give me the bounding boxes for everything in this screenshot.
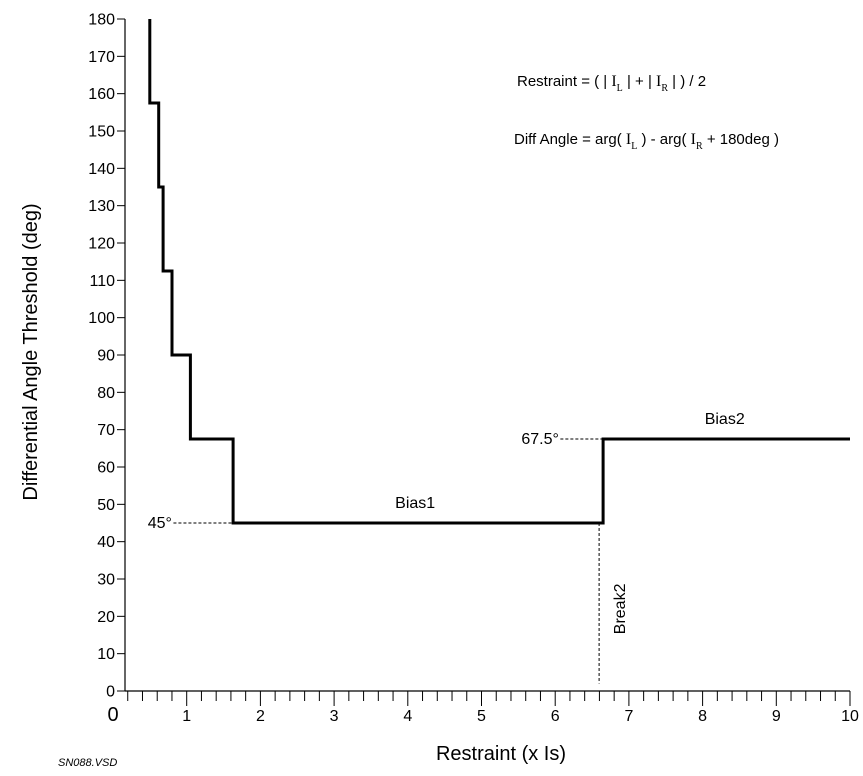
y-tick-label-18: 180 — [88, 12, 115, 29]
y-tick-label-1: 10 — [97, 646, 115, 663]
y-tick-label-8: 80 — [97, 385, 115, 402]
diff-angle-formula: Diff Angle = arg( IL ) - arg( IR + 180de… — [514, 131, 779, 152]
current-symbol-r-2: I — [691, 131, 696, 148]
current-symbol-l: I — [611, 73, 616, 90]
y-tick-label-4: 40 — [97, 534, 115, 551]
y-tick-label-3: 30 — [97, 572, 115, 589]
x-tick-label-9: 9 — [772, 708, 781, 725]
threshold-curve — [148, 19, 850, 525]
restraint-formula-suffix: | ) / 2 — [668, 73, 706, 90]
subscript-r: R — [661, 83, 668, 94]
label-45-degrees: 45° — [148, 515, 172, 532]
x-tick-label-7: 7 — [624, 708, 633, 725]
bias1-label: Bias1 — [395, 495, 435, 512]
subscript-r-2: R — [696, 141, 703, 152]
y-tick-label-7: 70 — [97, 422, 115, 439]
x-tick-label-3: 3 — [330, 708, 339, 725]
diff-angle-formula-prefix: Diff Angle = arg( — [514, 131, 626, 148]
y-tick-label-15: 150 — [88, 124, 115, 141]
bias2-label: Bias2 — [705, 411, 745, 428]
y-tick-label-6: 60 — [97, 460, 115, 477]
y-tick-label-0: 0 — [106, 684, 115, 701]
y-tick-label-5: 50 — [97, 497, 115, 514]
x-axis-ticks: 0 1 2 3 4 5 6 7 8 9 10 — [107, 691, 859, 726]
y-tick-label-9: 90 — [97, 348, 115, 365]
x-tick-label-4: 4 — [403, 708, 412, 725]
y-axis-title: Differential Angle Threshold (deg) — [20, 203, 42, 500]
x-tick-label-10: 10 — [841, 708, 859, 725]
x-tick-label-0: 0 — [107, 704, 118, 726]
x-tick-label-5: 5 — [477, 708, 486, 725]
diff-angle-formula-mid: ) - arg( — [637, 131, 690, 148]
file-label: SN088.VSD — [58, 757, 117, 769]
subscript-l: L — [617, 83, 623, 94]
x-tick-label-8: 8 — [698, 708, 707, 725]
current-symbol-l-2: I — [626, 131, 631, 148]
x-tick-label-1: 1 — [182, 708, 191, 725]
y-tick-label-13: 130 — [88, 198, 115, 215]
y-tick-label-10: 100 — [88, 310, 115, 327]
x-axis-title: Restraint (x Is) — [436, 743, 566, 765]
y-tick-label-16: 160 — [88, 86, 115, 103]
y-tick-label-12: 120 — [88, 236, 115, 253]
restraint-formula-prefix: Restraint = ( | — [517, 73, 611, 90]
restraint-formula: Restraint = ( | IL | + | IR | ) / 2 — [517, 73, 706, 94]
y-tick-label-14: 140 — [88, 161, 115, 178]
y-axis-ticks: 0 10 20 30 40 50 60 70 80 90 100 110 120 130 140 150 160… — [88, 12, 125, 701]
y-tick-label-2: 20 — [97, 609, 115, 626]
restraint-formula-mid: | + | — [623, 73, 656, 90]
break2-label: Break2 — [612, 583, 629, 634]
subscript-l-2: L — [631, 141, 637, 152]
diff-angle-formula-suffix: + 180deg ) — [703, 131, 779, 148]
x-tick-label-6: 6 — [551, 708, 560, 725]
current-symbol-r: I — [656, 73, 661, 90]
label-67-degrees: 67.5° — [521, 431, 559, 448]
x-tick-label-2: 2 — [256, 708, 265, 725]
y-tick-label-17: 170 — [88, 49, 115, 66]
y-tick-label-11: 110 — [89, 273, 115, 290]
